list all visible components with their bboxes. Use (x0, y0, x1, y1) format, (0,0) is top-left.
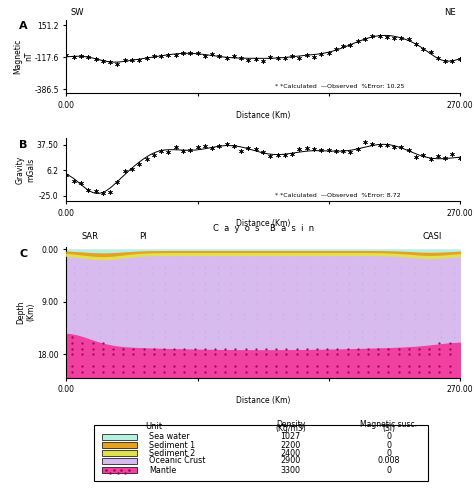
FancyBboxPatch shape (102, 442, 137, 448)
Text: SAR: SAR (82, 232, 99, 241)
Y-axis label: Depth
(Km): Depth (Km) (16, 301, 36, 324)
Text: * *Calculated  —Observed  %Error: 8.72: * *Calculated —Observed %Error: 8.72 (275, 193, 401, 198)
Text: Sediment 2: Sediment 2 (149, 448, 195, 458)
Text: (Kg/m3): (Kg/m3) (275, 424, 306, 433)
Text: Mantle: Mantle (149, 466, 176, 475)
Text: Unit: Unit (145, 422, 162, 431)
Text: Sediment 1: Sediment 1 (149, 441, 195, 450)
X-axis label: Distance (Km): Distance (Km) (236, 111, 290, 121)
FancyBboxPatch shape (102, 458, 137, 464)
FancyBboxPatch shape (102, 434, 137, 440)
X-axis label: Distance (Km): Distance (Km) (236, 220, 290, 228)
FancyBboxPatch shape (102, 450, 137, 456)
Y-axis label: Magnetic
nT: Magnetic nT (13, 39, 33, 74)
Text: 1027: 1027 (281, 432, 301, 441)
Text: 0: 0 (386, 466, 392, 475)
Text: 0: 0 (386, 448, 392, 458)
Text: C  a  y  o  s    B  a  s  i  n: C a y o s B a s i n (212, 224, 314, 233)
Text: Oceanic Crust: Oceanic Crust (149, 456, 205, 466)
Text: 0.008: 0.008 (378, 456, 400, 466)
Text: Sea water: Sea water (149, 432, 190, 441)
Y-axis label: Gravity
mGals: Gravity mGals (16, 156, 36, 184)
Text: 2900: 2900 (281, 456, 301, 466)
Text: SW: SW (70, 8, 84, 17)
Text: 3300: 3300 (281, 466, 301, 475)
Text: * *Calculated  —Observed  %Error: 10.25: * *Calculated —Observed %Error: 10.25 (275, 84, 404, 89)
Text: 2400: 2400 (281, 448, 301, 458)
Text: C: C (19, 249, 27, 259)
Text: Magnetic susc.: Magnetic susc. (360, 420, 418, 428)
Text: Density: Density (276, 420, 305, 428)
FancyBboxPatch shape (94, 425, 428, 481)
Text: Pl: Pl (139, 232, 147, 241)
Text: 0: 0 (386, 441, 392, 450)
Text: A: A (19, 21, 28, 31)
Text: 2200: 2200 (281, 441, 301, 450)
FancyBboxPatch shape (102, 468, 137, 473)
X-axis label: Distance (Km): Distance (Km) (236, 396, 290, 405)
Text: B: B (19, 140, 27, 150)
Text: (SI): (SI) (383, 424, 395, 433)
Text: CASI: CASI (422, 232, 442, 241)
Text: NE: NE (444, 8, 456, 17)
Text: 0: 0 (386, 432, 392, 441)
